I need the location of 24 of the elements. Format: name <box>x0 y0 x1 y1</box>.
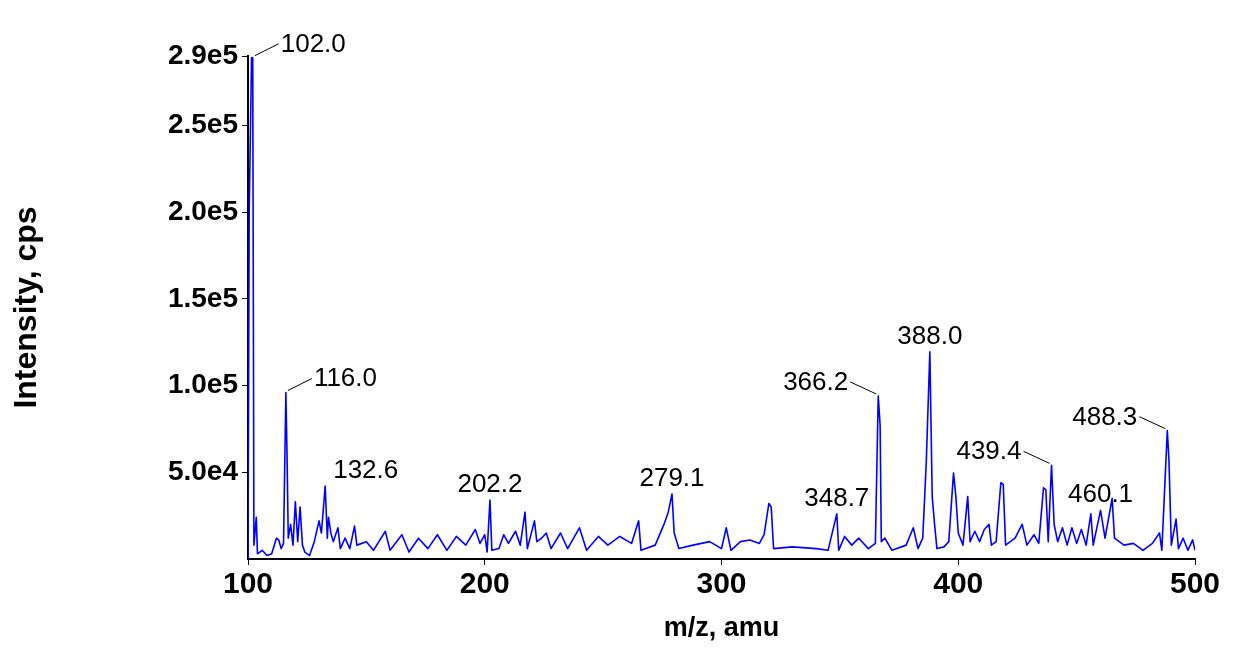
annotation: 388.0 <box>897 319 963 350</box>
y-axis-title: Intensity, cps <box>7 206 44 409</box>
annotation: 132.6 <box>333 454 399 485</box>
y-tick-label: 2.5e5 <box>167 108 238 140</box>
annotation: 279.1 <box>639 461 705 492</box>
x-tick-label: 300 <box>696 566 747 600</box>
y-tick-label: 5.0e4 <box>167 454 239 486</box>
annotation: 116.0 <box>313 362 378 393</box>
annotation: 366.2 <box>783 365 849 396</box>
annotation: 102.0 <box>280 27 346 58</box>
annotation: 202.2 <box>457 468 523 499</box>
x-tick-label: 100 <box>222 566 274 600</box>
y-tick-label: 2.0e5 <box>167 194 238 226</box>
y-tick-label: 1.0e5 <box>167 368 238 400</box>
annotation: 488.3 <box>1072 400 1138 431</box>
annotation: 460.1 <box>1068 478 1134 509</box>
x-tick-label: 200 <box>459 566 510 600</box>
annotation: 348.7 <box>804 481 870 512</box>
y-tick-label: 1.5e5 <box>167 281 238 313</box>
y-tick-label: 2.9e5 <box>167 38 238 70</box>
x-tick-label: 400 <box>933 566 984 600</box>
x-axis-title: m/z, amu <box>663 612 780 643</box>
x-tick-label: 500 <box>1169 566 1221 600</box>
annotation: 439.4 <box>956 435 1022 466</box>
